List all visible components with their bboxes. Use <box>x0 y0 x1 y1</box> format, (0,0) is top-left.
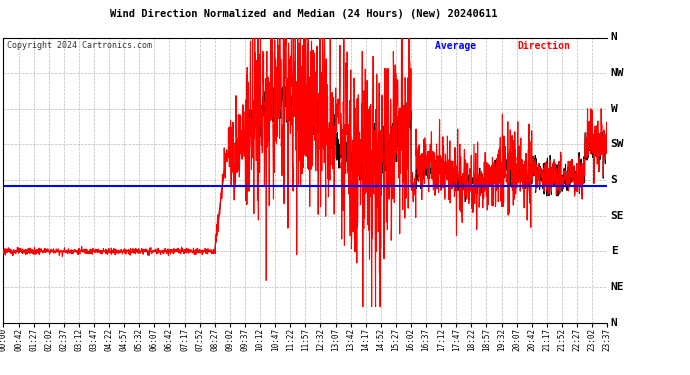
Text: N: N <box>611 318 618 327</box>
Text: N: N <box>611 33 618 42</box>
Text: Wind Direction Normalized and Median (24 Hours) (New) 20240611: Wind Direction Normalized and Median (24… <box>110 9 497 20</box>
Text: SE: SE <box>611 211 624 220</box>
Text: NE: NE <box>611 282 624 292</box>
Text: S: S <box>611 175 618 185</box>
Text: E: E <box>611 246 618 256</box>
Text: NW: NW <box>611 68 624 78</box>
Text: Average: Average <box>435 41 482 51</box>
Text: W: W <box>611 104 618 114</box>
Text: SW: SW <box>611 140 624 149</box>
Text: Direction: Direction <box>518 41 571 51</box>
Text: Copyright 2024 Cartronics.com: Copyright 2024 Cartronics.com <box>7 41 152 50</box>
